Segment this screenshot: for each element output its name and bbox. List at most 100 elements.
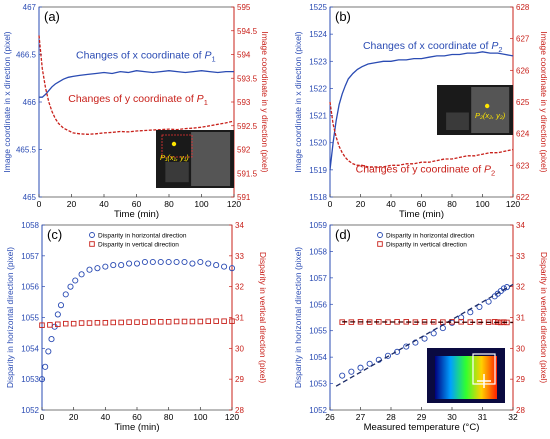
x-tick-label: 31	[478, 412, 488, 422]
data-point-vertical	[142, 319, 148, 325]
annotation-subscript: 1	[211, 54, 215, 63]
inset-point-label: P₂(x₂, y₂)	[475, 111, 506, 120]
data-point-horizontal	[348, 368, 355, 375]
x-tick-label: 40	[101, 412, 111, 422]
left-tick-label: 1056	[21, 283, 39, 292]
chart-panel-3: 0 20 40 60 80 100 120 Time (min) 1052 1053 1054 105…	[5, 221, 268, 433]
trendline-vertical	[342, 321, 514, 324]
data-point-vertical	[181, 318, 188, 325]
right-tick-label: 34	[235, 221, 244, 230]
right-tick-label: 623	[516, 161, 530, 170]
data-point-vertical	[63, 320, 69, 327]
data-point-horizontal	[94, 265, 101, 272]
data-point-horizontal	[394, 348, 401, 355]
right-axis-title: Image coordinate in y direction (pixel)	[539, 31, 549, 172]
data-point-vertical	[102, 319, 109, 326]
data-point-vertical	[150, 319, 156, 325]
annotation-symbol: P	[491, 40, 498, 52]
panel-label: (a)	[44, 9, 60, 24]
data-point-horizontal	[157, 258, 164, 266]
right-tick-label: 592	[237, 146, 251, 155]
left-tick-label: 466	[23, 98, 37, 107]
data-point-vertical	[126, 319, 132, 325]
right-tick-label: 31	[235, 314, 244, 323]
data-point-horizontal	[72, 277, 79, 284]
chart-panel-1: 0 20 40 60 80 100 120 Time (min) 465 465.5 466 466.…	[2, 3, 270, 220]
panel-label: (d)	[335, 227, 351, 242]
left-tick-label: 1520	[309, 139, 327, 148]
legend-marker-square	[89, 241, 95, 247]
right-tick-label: 33	[516, 252, 525, 261]
left-tick-label: 1055	[21, 314, 39, 323]
inset-object	[471, 87, 510, 133]
x-axis-label: Time (min)	[114, 422, 159, 433]
right-axis-title: Disparity in vertical direction (pixel)	[539, 252, 549, 383]
x-tick-label: 120	[227, 199, 241, 209]
chart-panel-4: 26 27 28 29 30 31 32 Measured temperature (°C) 1…	[293, 221, 549, 433]
right-tick-label: 28	[516, 406, 525, 415]
annotation-y: Changes of y coordinate of P1	[68, 93, 208, 107]
left-tick-label: 465	[23, 193, 37, 202]
data-point-horizontal	[67, 283, 74, 290]
x-tick-label: 60	[417, 199, 427, 209]
annotation-x: Changes of x coordinate of P2	[363, 40, 503, 54]
annotation-symbol: P	[204, 49, 211, 61]
data-point-horizontal	[339, 372, 346, 379]
right-tick-label: 595	[237, 3, 251, 12]
data-point-horizontal	[38, 376, 46, 383]
x-axis-label: Measured temperature (°C)	[364, 422, 480, 433]
data-point-vertical	[94, 319, 101, 326]
data-point-horizontal	[485, 298, 492, 305]
x-tick-label: 32	[508, 412, 518, 422]
right-tick-label: 592.5	[237, 122, 258, 131]
left-tick-label: 1524	[309, 30, 327, 39]
panel-label: (b)	[335, 9, 351, 24]
x-tick-label: 20	[356, 199, 366, 209]
x-tick-label: 0	[37, 199, 42, 209]
data-point-horizontal	[126, 260, 133, 267]
right-tick-label: 30	[516, 344, 525, 353]
data-point-horizontal	[458, 314, 465, 321]
x-tick-label: 60	[132, 199, 142, 209]
data-point-horizontal	[57, 302, 65, 309]
left-tick-label: 1523	[309, 57, 327, 66]
right-tick-label: 32	[516, 283, 525, 292]
right-tick-label: 594.5	[237, 27, 258, 36]
right-tick-label: 628	[516, 3, 530, 12]
left-tick-label: 1055	[309, 327, 327, 336]
data-point-vertical	[221, 318, 227, 324]
inset-object	[446, 112, 469, 130]
left-tick-label: 1052	[309, 406, 327, 415]
annotation-symbol: P	[484, 163, 491, 175]
left-tick-label: 1058	[21, 221, 39, 230]
right-axis-title: Image coordinate in y direction (pixel)	[260, 31, 270, 172]
data-point-horizontal	[133, 260, 141, 267]
data-point-horizontal	[430, 330, 437, 337]
data-point-horizontal	[62, 291, 69, 298]
x-tick-label: 28	[386, 412, 396, 422]
left-tick-label: 1052	[21, 406, 39, 415]
right-tick-label: 28	[235, 406, 244, 415]
left-tick-label: 1525	[309, 3, 327, 12]
left-axis-title: Disparity in horizontal direction (pixel…	[5, 247, 15, 388]
annotation-symbol: P	[197, 93, 204, 105]
x-tick-label: 60	[132, 412, 142, 422]
data-point-vertical	[118, 319, 124, 326]
data-point-horizontal	[384, 352, 392, 359]
target-point-marker	[484, 103, 490, 109]
right-tick-label: 591.5	[237, 169, 258, 178]
data-point-horizontal	[228, 265, 236, 272]
left-tick-label: 1053	[21, 375, 39, 384]
data-point-vertical	[39, 322, 45, 328]
right-tick-label: 593	[237, 98, 251, 107]
x-tick-label: 26	[325, 412, 335, 422]
legend: Disparity in horizontal direction Dispari…	[89, 232, 187, 249]
annotation-text: Changes of x coordinate of	[76, 49, 204, 61]
right-axis-title: Disparity in vertical direction (pixel)	[258, 252, 268, 383]
left-tick-label: 1053	[309, 380, 327, 389]
data-point-vertical	[110, 319, 116, 326]
x-tick-label: 0	[40, 412, 45, 422]
data-point-horizontal	[213, 262, 220, 269]
data-point-vertical	[157, 319, 164, 325]
